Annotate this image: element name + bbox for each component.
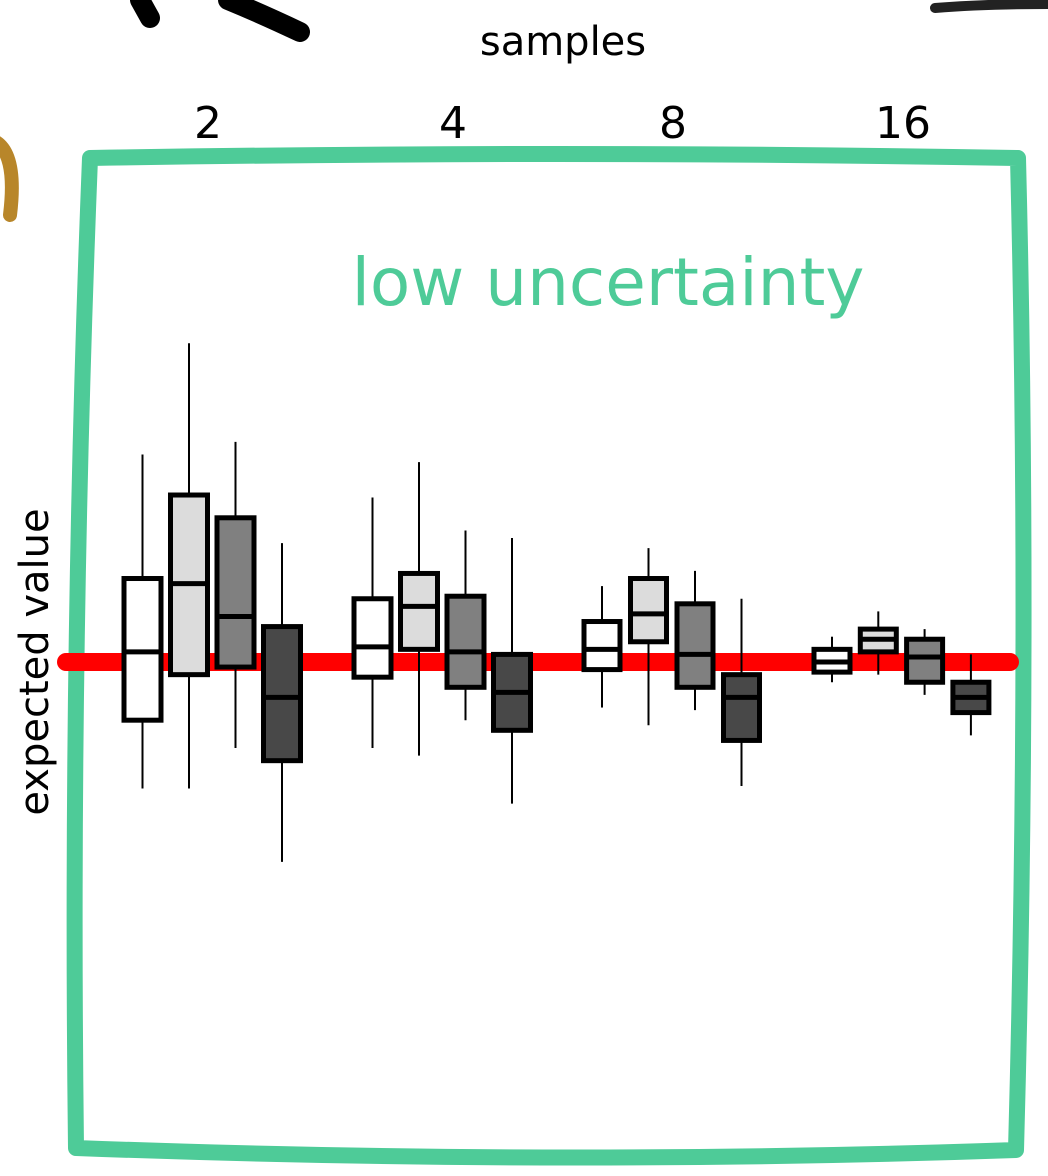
box-body (721, 672, 762, 743)
box-plot (950, 654, 992, 736)
y-axis-label: expected value (12, 508, 58, 815)
box-plot (811, 636, 853, 683)
box-plot (581, 586, 623, 708)
box-plot (168, 343, 210, 789)
box-body (628, 576, 669, 645)
box-body (444, 593, 487, 690)
x-axis-label: samples (480, 19, 646, 65)
fragment-stroke-left (0, 136, 19, 222)
box-body (214, 515, 257, 670)
fragment-stroke-top-right (930, 0, 1048, 13)
box-body (261, 624, 303, 764)
panel-frame (66, 146, 1032, 1166)
box-plot (398, 462, 440, 756)
fragment-stroke-top-left (130, 0, 310, 42)
box-plot (351, 497, 394, 749)
box-plot (261, 543, 303, 862)
box-body (121, 576, 164, 723)
box-plots (121, 343, 992, 862)
box-body (581, 619, 623, 673)
box-plot (628, 548, 669, 726)
x-tick-label: 4 (439, 98, 467, 149)
x-tick-label: 8 (659, 98, 687, 149)
chart-title: low uncertainty (352, 244, 865, 321)
box-plot (721, 598, 762, 786)
box-plot (857, 611, 899, 675)
box-plot (444, 530, 487, 721)
box-plot (121, 454, 164, 789)
x-tick-label: 2 (194, 98, 222, 149)
x-tick-labels: 2 4 8 16 (194, 98, 931, 149)
box-body (674, 601, 716, 690)
box-body (904, 636, 946, 685)
x-tick-label: 16 (875, 98, 931, 149)
box-plot (674, 570, 716, 711)
box-body (351, 596, 394, 680)
box-plot (214, 441, 257, 749)
box-plot (904, 629, 946, 695)
box-body (398, 570, 440, 652)
box-plot (491, 538, 533, 804)
